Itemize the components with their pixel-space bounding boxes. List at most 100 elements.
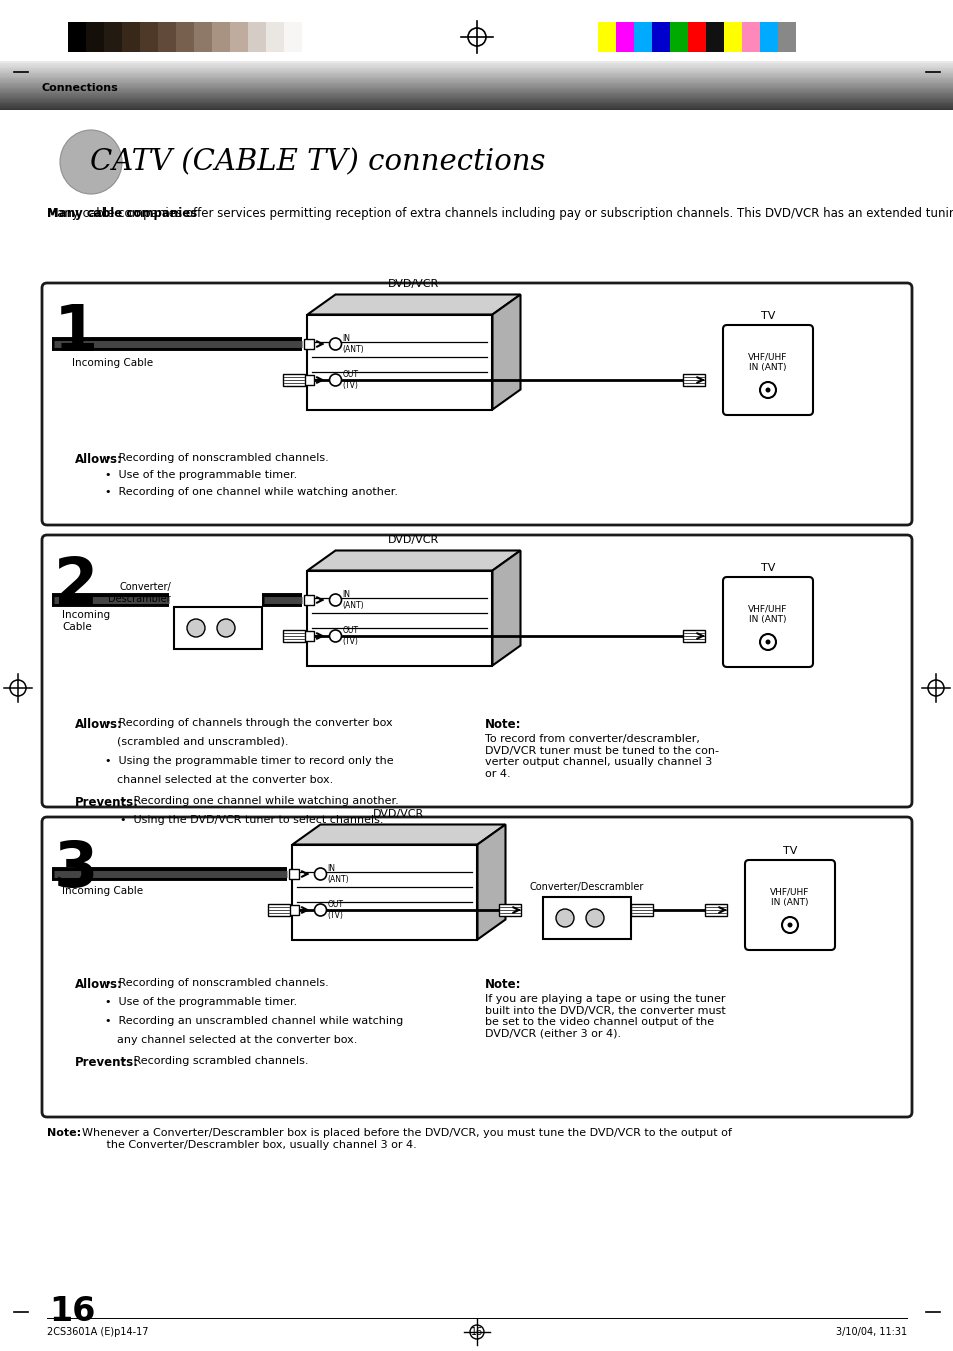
Bar xyxy=(289,869,299,880)
Circle shape xyxy=(329,338,341,350)
Circle shape xyxy=(764,388,770,393)
Circle shape xyxy=(781,917,797,934)
Text: Connections: Connections xyxy=(42,82,118,93)
Bar xyxy=(741,22,760,51)
Text: OUT
(TV): OUT (TV) xyxy=(342,370,358,389)
Polygon shape xyxy=(293,824,505,844)
Circle shape xyxy=(556,909,574,927)
Bar xyxy=(173,607,262,648)
Circle shape xyxy=(585,909,603,927)
Text: Whenever a Converter/Descrambler box is placed before the DVD/VCR, you must tune: Whenever a Converter/Descrambler box is … xyxy=(75,1128,731,1150)
Bar xyxy=(283,374,305,386)
Text: OUT
(TV): OUT (TV) xyxy=(327,900,343,920)
Circle shape xyxy=(216,619,234,638)
Text: 16: 16 xyxy=(49,1296,95,1328)
Text: Allows:: Allows: xyxy=(75,717,123,731)
Text: TV: TV xyxy=(760,563,775,573)
Text: •  Use of the programmable timer.: • Use of the programmable timer. xyxy=(105,470,297,480)
Circle shape xyxy=(314,867,326,880)
Polygon shape xyxy=(307,550,520,570)
Text: Allows:: Allows: xyxy=(75,453,123,466)
Text: IN
(ANT): IN (ANT) xyxy=(342,334,364,354)
Text: CATV (CABLE TV) connections: CATV (CABLE TV) connections xyxy=(90,149,545,176)
Bar xyxy=(289,905,299,915)
Text: VHF/UHF
IN (ANT): VHF/UHF IN (ANT) xyxy=(769,888,809,907)
Text: Note:: Note: xyxy=(47,1128,81,1138)
Bar xyxy=(498,904,520,916)
Text: •  Recording of nonscrambled channels.: • Recording of nonscrambled channels. xyxy=(105,453,329,463)
Bar xyxy=(651,22,669,51)
Text: OUT
(TV): OUT (TV) xyxy=(342,627,358,646)
Text: Incoming
Cable: Incoming Cable xyxy=(62,611,110,632)
Circle shape xyxy=(329,374,341,386)
Text: IN
(ANT): IN (ANT) xyxy=(327,865,349,884)
Text: •  Using the programmable timer to record only the: • Using the programmable timer to record… xyxy=(105,757,394,766)
Bar xyxy=(283,630,305,642)
Text: Many cable companies offer services permitting reception of extra channels inclu: Many cable companies offer services perm… xyxy=(47,207,953,220)
FancyBboxPatch shape xyxy=(744,861,834,950)
Bar xyxy=(175,22,193,51)
Bar xyxy=(723,22,741,51)
Text: 16: 16 xyxy=(471,1327,482,1337)
Bar xyxy=(104,22,122,51)
Circle shape xyxy=(329,594,341,607)
Bar xyxy=(778,22,795,51)
Text: any channel selected at the converter box.: any channel selected at the converter bo… xyxy=(117,1035,357,1046)
Text: •  Recording of one channel while watching another.: • Recording of one channel while watchin… xyxy=(105,486,397,497)
Bar xyxy=(682,374,704,386)
Text: Prevents:: Prevents: xyxy=(75,1056,139,1069)
Text: 2: 2 xyxy=(53,555,98,617)
FancyBboxPatch shape xyxy=(722,577,812,667)
Text: Prevents:: Prevents: xyxy=(75,796,139,809)
Bar xyxy=(304,376,314,385)
Text: Incoming Cable: Incoming Cable xyxy=(71,358,153,367)
Bar xyxy=(598,22,616,51)
Bar xyxy=(248,22,266,51)
Text: Many cable companies: Many cable companies xyxy=(47,207,197,220)
Text: •  Use of the programmable timer.: • Use of the programmable timer. xyxy=(105,997,297,1006)
Circle shape xyxy=(764,639,770,644)
Text: •  Recording an unscrambled channel while watching: • Recording an unscrambled channel while… xyxy=(105,1016,403,1025)
Text: 1: 1 xyxy=(53,303,98,363)
Text: TV: TV xyxy=(760,311,775,322)
Text: VHF/UHF
IN (ANT): VHF/UHF IN (ANT) xyxy=(747,604,787,624)
Text: VHF/UHF
IN (ANT): VHF/UHF IN (ANT) xyxy=(747,353,787,372)
Ellipse shape xyxy=(60,130,122,195)
Circle shape xyxy=(314,904,326,916)
Bar xyxy=(705,22,723,51)
Bar xyxy=(86,22,104,51)
Polygon shape xyxy=(492,550,520,666)
Bar xyxy=(304,631,314,640)
Text: If you are playing a tape or using the tuner
built into the DVD/VCR, the convert: If you are playing a tape or using the t… xyxy=(484,994,725,1039)
Bar xyxy=(704,904,726,916)
Text: channel selected at the converter box.: channel selected at the converter box. xyxy=(117,775,333,785)
Text: DVD/VCR: DVD/VCR xyxy=(388,535,439,546)
Text: •  Using the DVD/VCR tuner to select channels.: • Using the DVD/VCR tuner to select chan… xyxy=(120,815,383,825)
Bar xyxy=(542,897,630,939)
Polygon shape xyxy=(293,844,477,939)
Polygon shape xyxy=(307,315,492,409)
Bar xyxy=(616,22,634,51)
Text: (scrambled and unscrambled).: (scrambled and unscrambled). xyxy=(117,738,288,747)
Text: DVD/VCR: DVD/VCR xyxy=(373,809,424,820)
FancyBboxPatch shape xyxy=(722,326,812,415)
Bar xyxy=(304,339,314,349)
FancyBboxPatch shape xyxy=(42,535,911,807)
Text: •  Recording scrambled channels.: • Recording scrambled channels. xyxy=(120,1056,308,1066)
Circle shape xyxy=(760,634,775,650)
Circle shape xyxy=(187,619,205,638)
Text: Converter/
Descrambler: Converter/ Descrambler xyxy=(109,582,171,604)
Text: 3/10/04, 11:31: 3/10/04, 11:31 xyxy=(835,1327,906,1337)
Text: •  Recording of channels through the converter box: • Recording of channels through the conv… xyxy=(105,717,393,728)
Text: 3: 3 xyxy=(53,838,98,900)
Bar xyxy=(68,22,86,51)
Text: IN
(ANT): IN (ANT) xyxy=(342,590,364,609)
Polygon shape xyxy=(307,295,520,315)
Circle shape xyxy=(760,382,775,399)
Bar xyxy=(304,594,314,605)
Circle shape xyxy=(329,630,341,642)
Bar xyxy=(687,22,705,51)
Bar xyxy=(284,22,302,51)
Bar xyxy=(230,22,248,51)
Bar xyxy=(212,22,230,51)
